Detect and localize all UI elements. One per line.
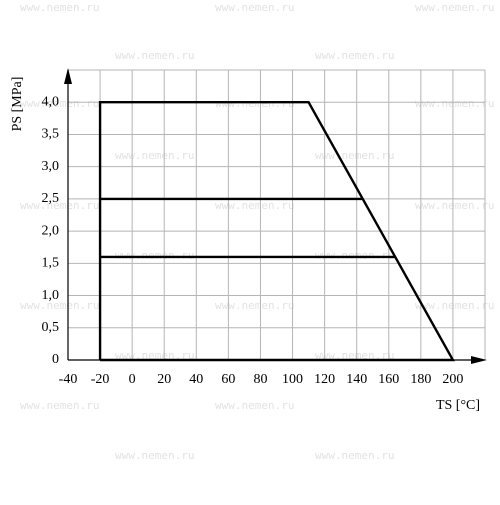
y-tick-label: 2,0 bbox=[42, 223, 60, 238]
x-tick-label: 20 bbox=[157, 372, 171, 387]
watermark: www.nemen.ru bbox=[315, 49, 394, 62]
y-tick-label: 3,5 bbox=[42, 127, 60, 142]
watermark: www.nemen.ru bbox=[415, 1, 494, 14]
x-tick-label: 120 bbox=[314, 372, 335, 387]
watermark: www.nemen.ru bbox=[20, 1, 99, 14]
watermark: www.nemen.ru bbox=[315, 349, 394, 362]
x-tick-label: 140 bbox=[346, 372, 367, 387]
watermark: www.nemen.ru bbox=[115, 49, 194, 62]
y-tick-label: 2,5 bbox=[42, 191, 60, 206]
watermark: www.nemen.ru bbox=[215, 399, 294, 412]
x-tick-label: 160 bbox=[378, 372, 399, 387]
x-tick-label: 80 bbox=[253, 372, 267, 387]
watermark: www.nemen.ru bbox=[20, 399, 99, 412]
watermark: www.nemen.ru bbox=[115, 149, 194, 162]
watermark: www.nemen.ru bbox=[415, 97, 494, 110]
watermark: www.nemen.ru bbox=[115, 349, 194, 362]
watermark: www.nemen.ru bbox=[315, 149, 394, 162]
watermark: www.nemen.ru bbox=[315, 449, 394, 462]
watermark: www.nemen.ru bbox=[215, 1, 294, 14]
x-axis-label: TS [°C] bbox=[436, 398, 480, 413]
x-axis-arrow bbox=[471, 356, 487, 364]
y-axis-label: PS [MPa] bbox=[10, 77, 25, 132]
watermark: www.nemen.ru bbox=[415, 199, 494, 212]
watermark: www.nemen.ru bbox=[20, 97, 99, 110]
x-tick-label: 180 bbox=[410, 372, 431, 387]
x-tick-label: 40 bbox=[189, 372, 203, 387]
watermark: www.nemen.ru bbox=[215, 199, 294, 212]
watermark: www.nemen.ru bbox=[20, 299, 99, 312]
y-tick-label: 0 bbox=[52, 352, 59, 367]
x-tick-label: 100 bbox=[282, 372, 303, 387]
y-tick-label: 1,0 bbox=[42, 288, 60, 303]
series-line bbox=[98, 101, 455, 362]
x-tick-label: -20 bbox=[91, 372, 110, 387]
y-tick-label: 3,0 bbox=[42, 159, 60, 174]
watermark: www.nemen.ru bbox=[215, 97, 294, 110]
watermark: www.nemen.ru bbox=[415, 299, 494, 312]
y-tick-label: 4,0 bbox=[42, 94, 60, 109]
y-tick-label: 1,5 bbox=[42, 256, 60, 271]
x-tick-label: 60 bbox=[221, 372, 235, 387]
watermark: www.nemen.ru bbox=[115, 449, 194, 462]
x-tick-label: -40 bbox=[59, 372, 78, 387]
watermark: www.nemen.ru bbox=[115, 249, 194, 262]
watermark: www.nemen.ru bbox=[20, 199, 99, 212]
y-tick-label: 0,5 bbox=[42, 320, 60, 335]
x-tick-label: 200 bbox=[442, 372, 463, 387]
watermark: www.nemen.ru bbox=[315, 249, 394, 262]
y-axis-arrow bbox=[64, 68, 72, 84]
x-tick-label: 0 bbox=[129, 372, 136, 387]
watermark: www.nemen.ru bbox=[215, 299, 294, 312]
